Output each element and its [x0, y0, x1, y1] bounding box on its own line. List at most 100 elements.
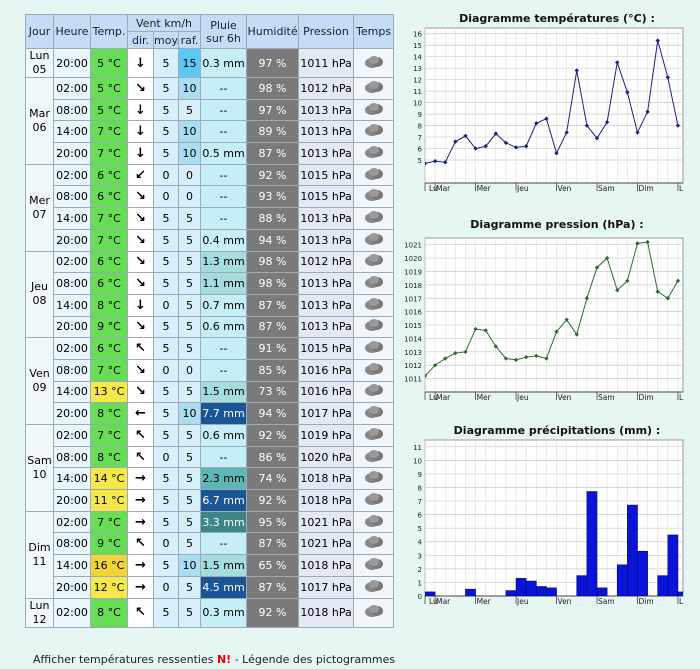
wind-dir-cell: ↘ [128, 229, 153, 251]
row: Lun 12 02:00 8 °C ↖ 5 5 0.3 mm 92 % 1018 hPa [26, 598, 394, 627]
x-tick-label: Dim [638, 393, 653, 402]
row: 14:00 8 °C ↓ 0 5 0.7 mm 87 % 1013 hPa [26, 294, 394, 316]
y-tick-label: 1016 [404, 309, 422, 317]
humidity-cell: 87 % [247, 576, 299, 598]
header-cell: Jour [26, 15, 53, 48]
temp-cell: 14 °C [91, 468, 127, 490]
humidity-cell: 92 % [247, 490, 299, 511]
point [513, 145, 519, 150]
chart-title: Diagramme températures (°C) : [459, 12, 655, 25]
point [615, 60, 620, 65]
x-tick-label: Mar [436, 393, 451, 402]
weather-icon [364, 297, 383, 310]
hour-cell: 02:00 [54, 251, 90, 273]
pressure-cell: 1012 hPa [299, 251, 354, 273]
rain-cell: 1.3 mm [201, 251, 247, 273]
rain-cell: 2.3 mm [201, 468, 247, 490]
rain-cell: 0.3 mm [201, 49, 247, 77]
wind-gust-cell: 10 [179, 121, 201, 143]
day-label: Sam [27, 453, 52, 467]
wind-avg-cell: 5 [154, 273, 178, 294]
weather-cell [354, 446, 394, 468]
hour-cell: 14:00 [54, 294, 90, 316]
weather-cell [354, 316, 394, 338]
y-tick-label: 5 [418, 525, 422, 533]
row: 08:00 9 °C ↖ 0 5 -- 87 % 1021 hPa [26, 533, 394, 555]
temp-cell: 6 °C [91, 164, 127, 186]
pressure-cell: 1013 hPa [299, 316, 354, 338]
weather-icon [364, 605, 383, 617]
header-cell: moy. [154, 32, 178, 48]
wind-gust-cell: 5 [179, 468, 201, 490]
wind-dir-cell: ↘ [128, 316, 153, 338]
rain-cell: 1.1 mm [201, 273, 247, 294]
y-tick-label: 4 [418, 539, 423, 547]
hour-cell: 08:00 [54, 533, 90, 555]
wind-avg-cell: 5 [154, 121, 178, 143]
bar [525, 580, 537, 596]
pressure-cell: 1013 hPa [299, 229, 354, 251]
point [574, 332, 579, 337]
weather-cell [354, 576, 394, 598]
rain-cell: -- [201, 359, 247, 381]
weather-icon [364, 341, 383, 354]
y-tick-label: 10 [413, 457, 422, 465]
hour-cell: 02:00 [54, 338, 90, 359]
point [675, 278, 681, 284]
humidity-cell: 73 % [247, 381, 299, 403]
weather-icon [364, 145, 383, 158]
temp-cell: 6 °C [91, 338, 127, 359]
temp-cell: 16 °C [91, 555, 127, 576]
weather-icon [364, 449, 383, 462]
weather-cell [354, 251, 394, 273]
humidity-cell: 65 % [247, 555, 299, 576]
wind-gust-cell: 10 [179, 78, 201, 99]
wind-avg-cell: 5 [154, 99, 178, 121]
pressure-cell: 1016 hPa [299, 381, 354, 403]
bar [546, 587, 557, 596]
wind-gust-cell: 5 [179, 533, 201, 555]
weather-icon [364, 557, 383, 570]
weather-icon [364, 210, 383, 223]
day-label: 05 [32, 63, 47, 76]
hour-cell: 02:00 [54, 598, 90, 627]
pressure-cell: 1018 hPa [299, 468, 354, 490]
wind-avg-cell: 5 [154, 468, 178, 490]
header-cell: Vent km/h [128, 15, 201, 31]
y-tick-label: 1013 [404, 349, 422, 357]
y-tick-label: 0 [418, 593, 422, 601]
humidity-cell: 87 % [247, 294, 299, 316]
pressure-cell: 1017 hPa [299, 576, 354, 598]
hour-cell: 02:00 [54, 164, 90, 186]
rain-cell: 0.6 mm [201, 316, 247, 338]
rain-cell: 6.7 mm [201, 490, 247, 511]
hour-cell: 14:00 [54, 468, 90, 490]
row: 08:00 6 °C ↘ 0 0 -- 93 % 1015 hPa [26, 186, 394, 208]
x-tick-label: Lu [429, 393, 438, 402]
wind-gust-cell: 5 [179, 425, 201, 446]
humidity-cell: 91 % [247, 338, 299, 359]
row: Ven 09 02:00 6 °C ↖ 5 5 -- 91 % 1015 hPa [26, 338, 394, 424]
x-tick-label: Dim [638, 184, 653, 193]
x-tick-label: Jeu [516, 597, 529, 606]
link[interactable]: Afficher températures ressenties [33, 653, 214, 666]
wind-avg-cell: 0 [154, 533, 178, 555]
x-tick-label: Mer [477, 393, 492, 402]
row: 08:00 6 °C ↘ 5 5 1.1 mm 98 % 1013 hPa [26, 273, 394, 294]
y-tick-label: 14 [413, 54, 422, 62]
header-cell: Temps [354, 15, 394, 48]
plot-area [424, 27, 684, 184]
link[interactable]: Légende des pictogrammes [242, 653, 396, 666]
humidity-cell: 87 % [247, 316, 299, 338]
weather-cell [354, 186, 394, 208]
row: 20:00 12 °C → 0 5 4.5 mm 87 % 1017 hPa [26, 576, 394, 598]
hour-cell: 14:00 [54, 381, 90, 403]
y-tick-label: 1017 [404, 295, 422, 303]
point [554, 150, 559, 156]
table-body: Lun 05 20:00 5 °C ↓ 5 15 0.3 mm 97 % 1011 hPa Mar 0… [26, 49, 394, 627]
row: Lun 05 20:00 5 °C ↓ 5 15 0.3 mm 97 % 1011 hPa [26, 49, 394, 77]
wind-dir-cell: ↘ [128, 78, 153, 99]
temp-cell: 13 °C [91, 381, 127, 403]
header-cell: Heure [54, 15, 90, 48]
pressure-cell: 1016 hPa [299, 359, 354, 381]
